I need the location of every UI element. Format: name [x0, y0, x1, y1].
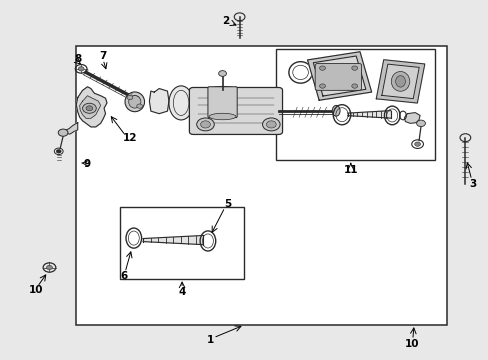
Text: 12: 12: [122, 133, 137, 143]
Ellipse shape: [125, 92, 144, 112]
Text: 8: 8: [74, 54, 81, 64]
Text: 6: 6: [120, 271, 127, 281]
Circle shape: [319, 84, 325, 88]
Text: 1: 1: [206, 335, 214, 345]
Ellipse shape: [209, 86, 236, 93]
Circle shape: [319, 66, 325, 70]
Circle shape: [130, 96, 140, 103]
Circle shape: [56, 149, 61, 153]
Ellipse shape: [395, 76, 405, 87]
Bar: [76, 45, 446, 325]
Circle shape: [266, 121, 276, 128]
Circle shape: [351, 84, 357, 88]
Polygon shape: [307, 52, 371, 100]
Circle shape: [416, 120, 425, 127]
Polygon shape: [381, 64, 418, 99]
Text: 10: 10: [404, 339, 418, 349]
Polygon shape: [313, 56, 365, 96]
FancyBboxPatch shape: [189, 87, 282, 134]
Text: 2: 2: [222, 17, 229, 27]
Ellipse shape: [128, 95, 141, 108]
Text: 5: 5: [224, 199, 231, 210]
Circle shape: [46, 265, 52, 270]
Circle shape: [82, 103, 96, 113]
Ellipse shape: [331, 105, 339, 116]
Circle shape: [78, 67, 84, 71]
Text: 7: 7: [99, 51, 106, 61]
Polygon shape: [143, 235, 203, 245]
Polygon shape: [76, 87, 107, 127]
FancyBboxPatch shape: [315, 63, 361, 90]
Circle shape: [86, 106, 93, 111]
Circle shape: [58, 129, 68, 136]
Circle shape: [196, 118, 214, 131]
Text: 11: 11: [343, 165, 357, 175]
Circle shape: [127, 95, 133, 100]
Polygon shape: [375, 60, 424, 103]
Text: 4: 4: [178, 287, 185, 297]
Circle shape: [218, 71, 226, 76]
Bar: [120, 207, 244, 279]
Polygon shape: [80, 96, 101, 118]
Circle shape: [137, 104, 142, 108]
Circle shape: [414, 142, 420, 146]
Ellipse shape: [168, 86, 193, 120]
Text: 9: 9: [84, 159, 91, 169]
Polygon shape: [65, 123, 78, 134]
Circle shape: [351, 66, 357, 70]
Circle shape: [200, 121, 210, 128]
Polygon shape: [347, 111, 390, 118]
Circle shape: [262, 118, 280, 131]
Ellipse shape: [209, 113, 236, 120]
Bar: [276, 49, 434, 160]
Ellipse shape: [390, 72, 409, 91]
Polygon shape: [149, 89, 168, 114]
Polygon shape: [404, 113, 419, 123]
Text: 10: 10: [28, 285, 43, 296]
Text: 3: 3: [468, 179, 475, 189]
FancyBboxPatch shape: [207, 87, 237, 118]
